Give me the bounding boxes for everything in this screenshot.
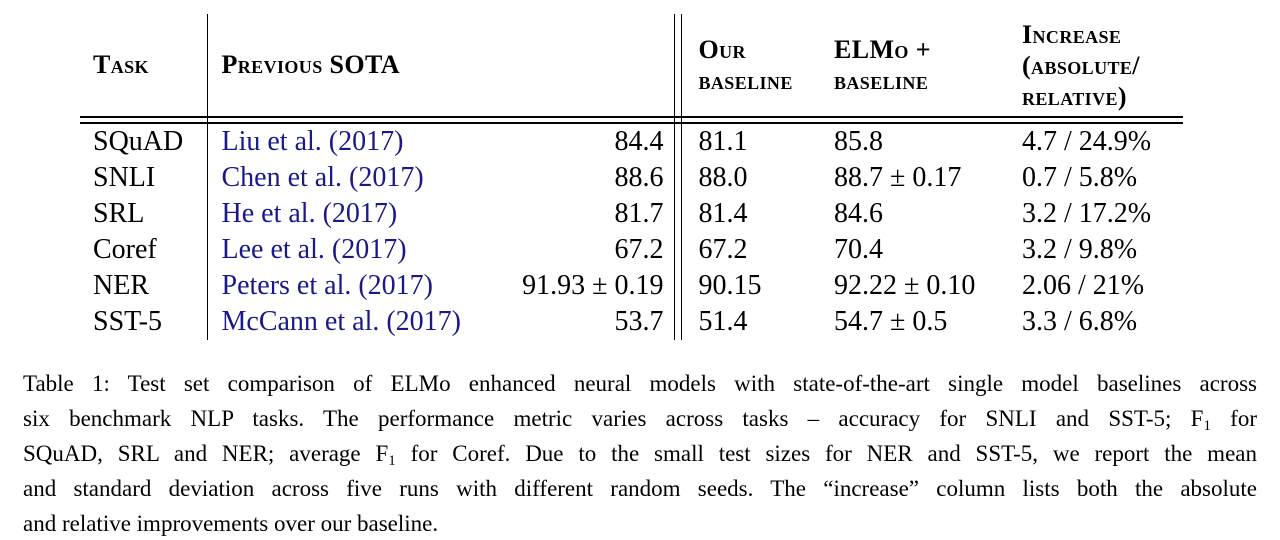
table-row: NER Peters et al. (2017) 91.93 ± 0.19 90… — [80, 268, 1183, 304]
table-row: SNLI Chen et al. (2017) 88.6 88.0 88.7 ±… — [80, 160, 1183, 196]
col-header-our-baseline: Our baseline — [681, 14, 833, 118]
double-rule-spacer — [673, 123, 682, 160]
increase-value: 3.2 / 17.2% — [1022, 198, 1152, 229]
double-rule-spacer — [673, 268, 682, 304]
task-cell: NER — [80, 268, 208, 304]
table-header-row: Task Previous SOTA Our baseline ELMo + b… — [80, 14, 1183, 118]
elmo-baseline-value: 88.7 ± 0.17 — [834, 162, 962, 193]
elmo-baseline-value: 92.22 ± 0.10 — [834, 270, 976, 301]
citation-link[interactable]: McCann et al. (2017) — [221, 306, 462, 337]
caption-line: and standard deviation across five runs … — [23, 476, 1257, 501]
task-cell: SQuAD — [80, 123, 208, 160]
table-row: Coref Lee et al. (2017) 67.2 67.2 70.4 3… — [80, 232, 1183, 268]
previous-sota-citation-cell: Liu et al. (2017) — [207, 123, 492, 160]
double-rule-spacer — [673, 304, 682, 340]
task-cell: SNLI — [80, 160, 208, 196]
header-line: relative) — [1022, 81, 1127, 111]
table-row: SRL He et al. (2017) 81.7 81.4 84.6 3.2 … — [80, 196, 1183, 232]
sota-value: 67.2 — [614, 234, 664, 265]
header-line: (absolute/ — [1022, 50, 1140, 80]
our-baseline-value: 81.4 — [698, 198, 748, 229]
sota-value: 88.6 — [614, 162, 664, 193]
increase-value: 2.06 / 21% — [1022, 270, 1145, 301]
double-rule-row — [80, 117, 1183, 124]
citation-link[interactable]: Lee et al. (2017) — [221, 234, 407, 265]
increase-value: 4.7 / 24.9% — [1022, 126, 1152, 157]
rule-spacer-cell — [207, 117, 674, 124]
our-baseline-value: 51.4 — [698, 306, 748, 337]
caption-line: SQuAD, SRL and NER; average F1 for Coref… — [23, 441, 1257, 469]
sota-value: 81.7 — [614, 198, 664, 229]
citation-link[interactable]: He et al. (2017) — [221, 198, 398, 229]
double-rule-spacer — [673, 196, 682, 232]
double-rule-spacer — [673, 232, 682, 268]
task-cell: SST-5 — [80, 304, 208, 340]
sota-value: 91.93 ± 0.19 — [522, 270, 664, 301]
task-cell: SRL — [80, 196, 208, 232]
results-table: Task Previous SOTA Our baseline ELMo + b… — [80, 14, 1183, 340]
sota-value: 84.4 — [614, 126, 664, 157]
header-line: baseline — [698, 66, 793, 95]
sota-value: 53.7 — [614, 306, 664, 337]
header-line: Increase — [1022, 19, 1122, 49]
previous-sota-citation-cell: Lee et al. (2017) — [207, 232, 492, 268]
header-line: Our — [698, 35, 746, 64]
caption-line: six benchmark NLP tasks. The performance… — [23, 406, 1258, 434]
our-baseline-value: 81.1 — [698, 126, 748, 157]
col-header-increase: Increase (absolute/ relative) — [1021, 14, 1183, 118]
elmo-baseline-value: 84.6 — [834, 198, 883, 229]
previous-sota-citation-cell: He et al. (2017) — [207, 196, 492, 232]
our-baseline-value: 67.2 — [698, 234, 748, 265]
rule-spacer-cell — [80, 117, 208, 124]
our-baseline-value: 90.15 — [698, 270, 762, 301]
header-line: baseline — [834, 66, 929, 95]
elmo-baseline-value: 54.7 ± 0.5 — [834, 306, 948, 337]
increase-value: 0.7 / 5.8% — [1022, 162, 1138, 193]
increase-value: 3.3 / 6.8% — [1022, 306, 1138, 337]
table-caption: Table 1: Test set comparison of ELMo enh… — [23, 366, 1257, 540]
increase-value: 3.2 / 9.8% — [1022, 234, 1138, 265]
header-line: ELMo + — [834, 35, 931, 64]
table-row: SST-5 McCann et al. (2017) 53.7 51.4 54.… — [80, 304, 1183, 340]
citation-link[interactable]: Peters et al. (2017) — [221, 270, 434, 301]
previous-sota-citation-cell: Peters et al. (2017) — [207, 268, 492, 304]
task-cell: Coref — [80, 232, 208, 268]
caption-line: Table 1: Test set comparison of ELMo enh… — [23, 371, 1257, 396]
citation-link[interactable]: Chen et al. (2017) — [221, 162, 424, 193]
our-baseline-value: 88.0 — [698, 162, 748, 193]
rule-spacer-cell — [681, 117, 1183, 124]
rule-spacer-cell — [673, 117, 682, 124]
double-rule-spacer — [673, 14, 682, 118]
previous-sota-citation-cell: Chen et al. (2017) — [207, 160, 492, 196]
citation-link[interactable]: Liu et al. (2017) — [221, 126, 404, 157]
col-header-task: Task — [80, 14, 208, 118]
previous-sota-citation-cell: McCann et al. (2017) — [207, 304, 492, 340]
caption-line: and relative improvements over our basel… — [23, 511, 439, 536]
elmo-baseline-value: 85.8 — [834, 126, 883, 157]
col-header-previous-sota: Previous SOTA — [207, 14, 674, 118]
col-header-elmo-baseline: ELMo + baseline — [833, 14, 1021, 118]
elmo-baseline-value: 70.4 — [834, 234, 883, 265]
double-rule-spacer — [673, 160, 682, 196]
table-row: SQuAD Liu et al. (2017) 84.4 81.1 85.8 4… — [80, 123, 1183, 160]
